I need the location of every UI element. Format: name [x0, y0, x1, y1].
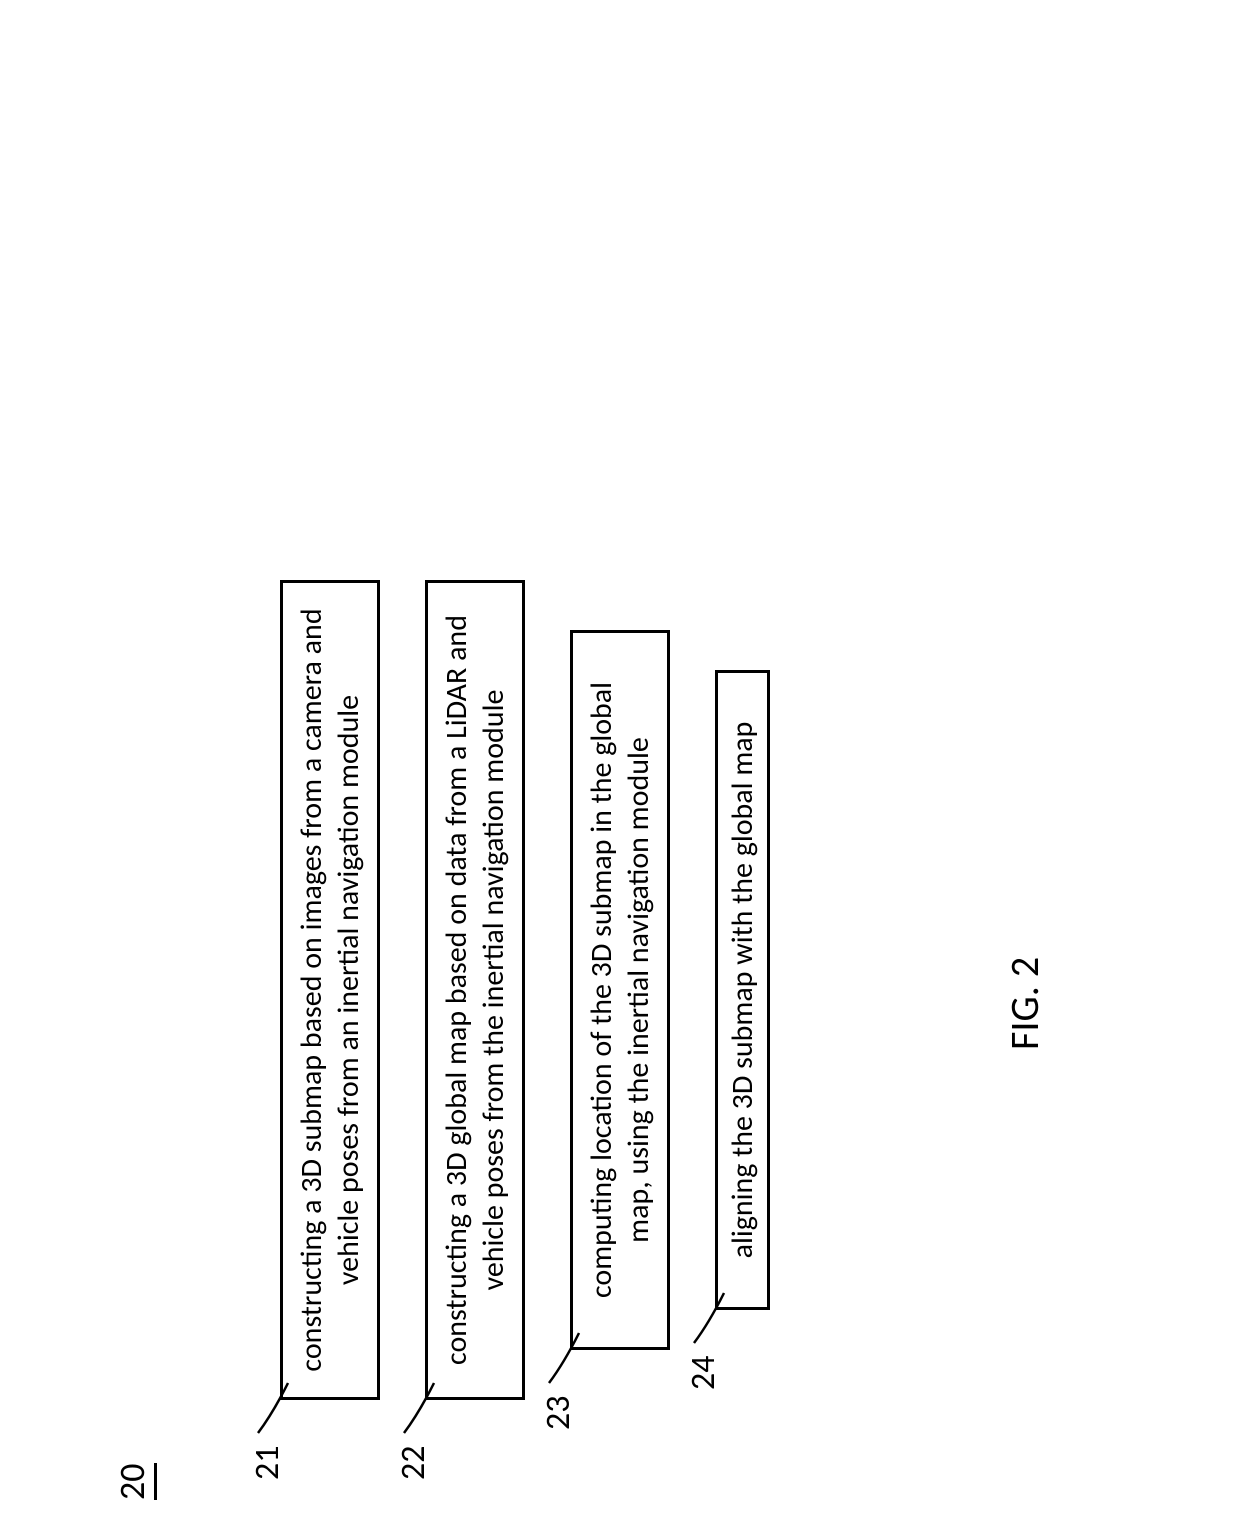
step-text-4: aligning the 3D submap with the global m…	[724, 722, 762, 1259]
step-ref-1: 21	[247, 1446, 288, 1480]
leader-line-4	[689, 1288, 729, 1348]
leader-line-3	[544, 1328, 584, 1388]
leader-line-1	[253, 1378, 293, 1438]
step-text-2: constructing a 3D global map based on da…	[438, 603, 513, 1377]
figure-label: FIG. 2	[1000, 957, 1049, 1050]
step-box-3: computing location of the 3D submap in t…	[570, 630, 670, 1350]
step-ref-3: 23	[538, 1396, 579, 1430]
step-box-2: constructing a 3D global map based on da…	[425, 580, 525, 1400]
diagram-number: 20	[110, 1464, 157, 1501]
step-text-3: computing location of the 3D submap in t…	[583, 653, 658, 1327]
step-ref-2: 22	[393, 1446, 434, 1480]
leader-line-2	[399, 1378, 439, 1438]
diagram-canvas: 20 constructing a 3D submap based on ima…	[0, 0, 1240, 1528]
step-text-1: constructing a 3D submap based on images…	[293, 603, 368, 1377]
step-ref-4: 24	[683, 1356, 724, 1390]
step-box-1: constructing a 3D submap based on images…	[280, 580, 380, 1400]
step-box-4: aligning the 3D submap with the global m…	[715, 670, 770, 1310]
